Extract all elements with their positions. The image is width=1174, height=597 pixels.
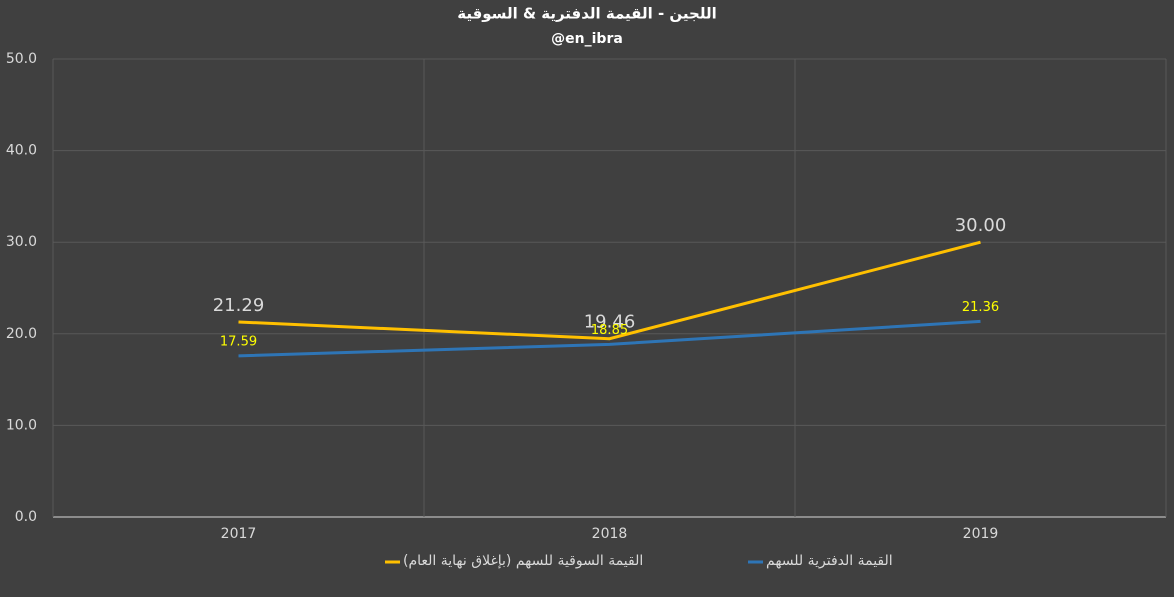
series-line	[238, 240, 981, 341]
legend-label: القيمة السوقية للسهم (بإغلاق نهاية العام…	[403, 553, 643, 569]
y-tick-label: 40.0	[6, 143, 37, 159]
series-line	[238, 319, 981, 358]
x-tick-label: 2019	[963, 526, 999, 542]
data-label: 21.36	[962, 300, 999, 315]
data-label: 21.29	[213, 295, 265, 316]
y-tick-label: 10.0	[6, 417, 37, 433]
y-tick-label: 50.0	[6, 51, 37, 67]
data-label: 17.59	[220, 334, 257, 349]
y-tick-label: 30.0	[6, 234, 37, 250]
data-label: 18.85	[591, 323, 628, 338]
data-label: 19.46	[584, 312, 636, 333]
legend-label: القيمة الدفترية للسهم	[766, 553, 893, 569]
chart-subtitle: @en_ibra	[551, 31, 623, 47]
x-tick-label: 2017	[221, 526, 257, 542]
y-tick-label: 20.0	[6, 326, 37, 342]
y-tick-label: 0.0	[15, 509, 37, 525]
chart-title: اللجين - القيمة الدفترية & السوقية	[457, 5, 717, 23]
x-tick-label: 2018	[592, 526, 628, 542]
data-label: 30.00	[955, 215, 1007, 236]
